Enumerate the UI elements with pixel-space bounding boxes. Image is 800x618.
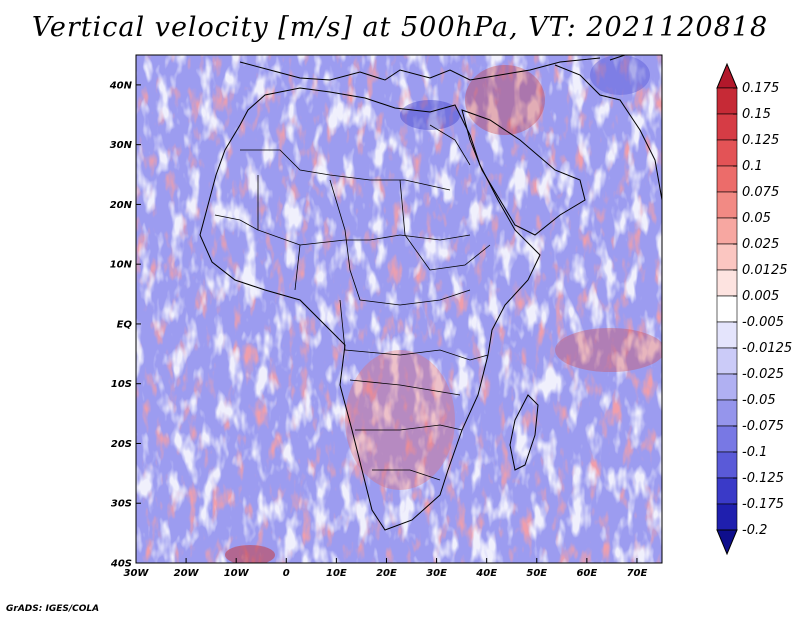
longitude-axis: 30W 20W 10W 0 10E 20E 30E 40E 50E 60E 70E <box>124 558 648 579</box>
vertical-velocity-field <box>136 55 662 563</box>
colorbar-label: -0.1 <box>742 445 767 460</box>
colorbar-swatch <box>716 87 738 115</box>
lon-tick-label: 70E <box>627 568 648 579</box>
colorbar-label: 0.1 <box>742 159 763 174</box>
colorbar-swatch <box>716 477 738 505</box>
lon-tick-label: 30W <box>124 568 150 579</box>
lat-tick-label: EQ <box>117 319 133 330</box>
colorbar-swatch <box>716 399 738 427</box>
coastlines <box>199 54 663 531</box>
lon-tick-label: 30E <box>426 568 447 579</box>
colorbar-label: 0.005 <box>742 289 779 304</box>
colorbar-swatch <box>716 373 738 401</box>
lat-tick-label: 10S <box>111 379 132 390</box>
colorbar-label: -0.005 <box>742 315 784 330</box>
latitude-axis: 40N 30N 20N 10N EQ 10S 20S 30S 40S <box>109 80 141 570</box>
colorbar-swatch <box>716 269 738 297</box>
lat-tick-label: 20N <box>110 200 133 211</box>
colorbar-label: 0.15 <box>742 107 771 122</box>
colorbar-label: -0.2 <box>742 523 767 538</box>
colorbar-swatch <box>716 139 738 167</box>
lat-tick-label: 20S <box>111 439 132 450</box>
colorbar-swatch <box>716 451 738 479</box>
lon-tick-label: 40E <box>475 568 497 579</box>
lat-tick-label: 40S <box>110 559 132 570</box>
lat-tick-label: 30N <box>110 140 133 151</box>
colorbar-swatch <box>716 347 738 375</box>
colorbar-label: -0.025 <box>742 367 784 382</box>
colorbar-label: -0.125 <box>742 471 784 486</box>
colorbar-swatch <box>716 295 738 323</box>
country-borders <box>214 124 491 481</box>
southern-africa-subsidence <box>345 350 455 490</box>
colorbar-label: -0.05 <box>742 393 776 408</box>
colorbar-swatch <box>716 425 738 453</box>
colorbar: 0.175 0.15 0.125 0.1 0.075 0.05 0.025 0.0125 0.0… <box>716 62 792 556</box>
lon-tick-label: 0 <box>283 568 290 579</box>
colorbar-swatch <box>716 113 738 141</box>
colorbar-swatch <box>716 243 738 271</box>
indian-ocean-band <box>555 328 662 372</box>
colorbar-swatch <box>716 503 738 531</box>
colorbar-label: -0.175 <box>742 497 784 512</box>
grads-credit: GrADS: IGES/COLA <box>6 604 100 614</box>
colorbar-bottom-arrow <box>716 529 738 556</box>
mediterranean-ascent <box>400 100 460 130</box>
south-atlantic-patch <box>225 545 275 563</box>
colorbar-top-arrow <box>716 62 738 89</box>
lat-tick-label: 40N <box>109 80 133 91</box>
lon-tick-label: 20E <box>376 568 397 579</box>
middle-east-subsidence <box>465 65 545 135</box>
lat-tick-label: 30S <box>111 499 132 510</box>
colorbar-swatch <box>716 321 738 349</box>
colorbar-label: -0.0125 <box>742 341 792 356</box>
colorbar-label: 0.025 <box>742 237 779 252</box>
lat-tick-label: 10N <box>110 260 133 271</box>
colorbar-label: -0.075 <box>742 419 784 434</box>
colorbar-swatch <box>716 165 738 193</box>
lon-tick-label: 50E <box>526 568 547 579</box>
colorbar-label: 0.125 <box>742 133 779 148</box>
colorbar-label: 0.0125 <box>742 263 788 278</box>
lon-tick-label: 60E <box>576 568 597 579</box>
central-asia-ascent <box>590 55 650 95</box>
map-title: Vertical velocity [m/s] at 500hPa, VT: 2… <box>31 12 769 43</box>
colorbar-swatch <box>716 217 738 245</box>
lon-tick-label: 10E <box>326 568 347 579</box>
lon-tick-label: 10W <box>224 568 250 579</box>
colorbar-label: 0.075 <box>742 185 779 200</box>
lon-tick-label: 20W <box>174 568 200 579</box>
colorbar-swatch <box>716 191 738 219</box>
colorbar-label: 0.05 <box>742 211 771 226</box>
plot-frame <box>135 54 663 564</box>
colorbar-label: 0.175 <box>742 81 779 96</box>
